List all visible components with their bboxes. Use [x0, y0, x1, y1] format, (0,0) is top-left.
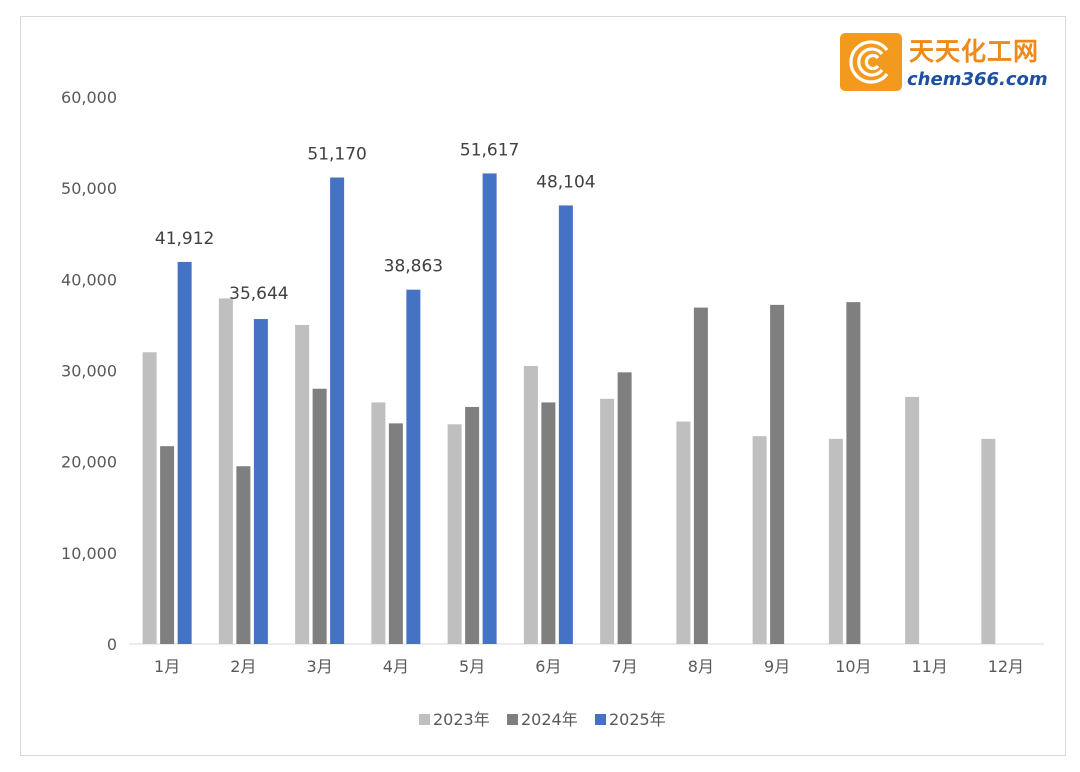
x-tick-label: 1月	[154, 657, 180, 676]
legend-swatch	[507, 714, 518, 725]
bar-2023年-9月	[752, 436, 767, 644]
x-axis: 1月 2月 3月 4月 5月 6月 7月 8月 9月 10月 11月 12月	[154, 657, 1024, 676]
legend-label: 2025年	[609, 710, 666, 729]
x-tick-label: 3月	[307, 657, 333, 676]
bar-2025年-5月	[482, 173, 497, 644]
bar-2025年-4月	[406, 289, 421, 644]
bar-2025年-2月	[253, 319, 268, 644]
y-tick-label: 50,000	[61, 179, 117, 198]
bar-2025年-3月	[330, 177, 345, 644]
data-label: 41,912	[155, 229, 214, 249]
x-tick-label: 10月	[835, 657, 871, 676]
chart-frame: 0 10,000 20,000 30,000 40,000 50,000 60,000 41…	[20, 16, 1066, 756]
y-tick-label: 60,000	[61, 88, 117, 107]
bar-2024年-9月	[770, 304, 785, 644]
bars	[142, 173, 996, 644]
legend-label: 2024年	[521, 710, 578, 729]
bar-2024年-7月	[617, 372, 632, 644]
y-tick-label: 20,000	[61, 453, 117, 472]
bar-2023年-6月	[523, 365, 538, 644]
data-label: 51,170	[307, 145, 366, 165]
bar-2023年-5月	[447, 424, 462, 644]
legend: 2023年 2024年 2025年	[419, 710, 666, 729]
data-label: 48,104	[536, 172, 595, 192]
bar-2025年-6月	[558, 205, 573, 644]
bar-2024年-3月	[312, 388, 327, 644]
legend-swatch	[595, 714, 606, 725]
bar-2023年-12月	[981, 438, 996, 644]
x-tick-label: 5月	[459, 657, 485, 676]
x-tick-label: 12月	[988, 657, 1024, 676]
bar-2023年-10月	[828, 438, 843, 644]
x-tick-label: 4月	[383, 657, 409, 676]
bar-2023年-8月	[676, 421, 691, 644]
bar-2024年-4月	[388, 423, 403, 644]
logo-chinese-text: 天天化工网	[909, 37, 1039, 66]
y-tick-label: 30,000	[61, 362, 117, 381]
logo: 天天化工网 chem366.com	[840, 33, 1048, 91]
data-label: 51,617	[460, 140, 519, 160]
y-tick-label: 40,000	[61, 270, 117, 289]
data-labels: 41,912 35,644 51,170 38,863 51,617 48,104	[155, 140, 596, 304]
bar-2024年-5月	[465, 406, 480, 644]
bar-2023年-2月	[218, 298, 233, 644]
data-label: 38,863	[384, 257, 443, 277]
x-tick-label: 9月	[764, 657, 790, 676]
bar-2023年-11月	[905, 396, 920, 644]
y-tick-label: 10,000	[61, 544, 117, 563]
x-tick-label: 11月	[911, 657, 947, 676]
bar-2023年-1月	[142, 352, 157, 644]
bar-2024年-1月	[160, 446, 175, 644]
x-tick-label: 7月	[612, 657, 638, 676]
bar-2023年-3月	[295, 324, 310, 644]
bar-2024年-8月	[693, 307, 708, 644]
logo-arcs	[849, 40, 889, 84]
y-axis: 0 10,000 20,000 30,000 40,000 50,000 60,000	[61, 88, 117, 654]
logo-domain-text: chem366.com	[907, 69, 1048, 90]
bar-2024年-2月	[236, 466, 251, 644]
y-tick-label: 0	[107, 635, 117, 654]
bar-chart: 0 10,000 20,000 30,000 40,000 50,000 60,000 41…	[61, 33, 1048, 729]
x-tick-label: 2月	[230, 657, 256, 676]
bar-2023年-4月	[371, 402, 386, 644]
x-tick-label: 6月	[535, 657, 561, 676]
bar-2024年-10月	[846, 302, 861, 644]
data-label: 35,644	[229, 284, 288, 304]
bar-2025年-1月	[177, 261, 192, 644]
bar-2024年-6月	[541, 402, 556, 644]
bar-2023年-7月	[600, 398, 615, 644]
x-tick-label: 8月	[688, 657, 714, 676]
legend-swatch	[419, 714, 430, 725]
legend-label: 2023年	[433, 710, 490, 729]
